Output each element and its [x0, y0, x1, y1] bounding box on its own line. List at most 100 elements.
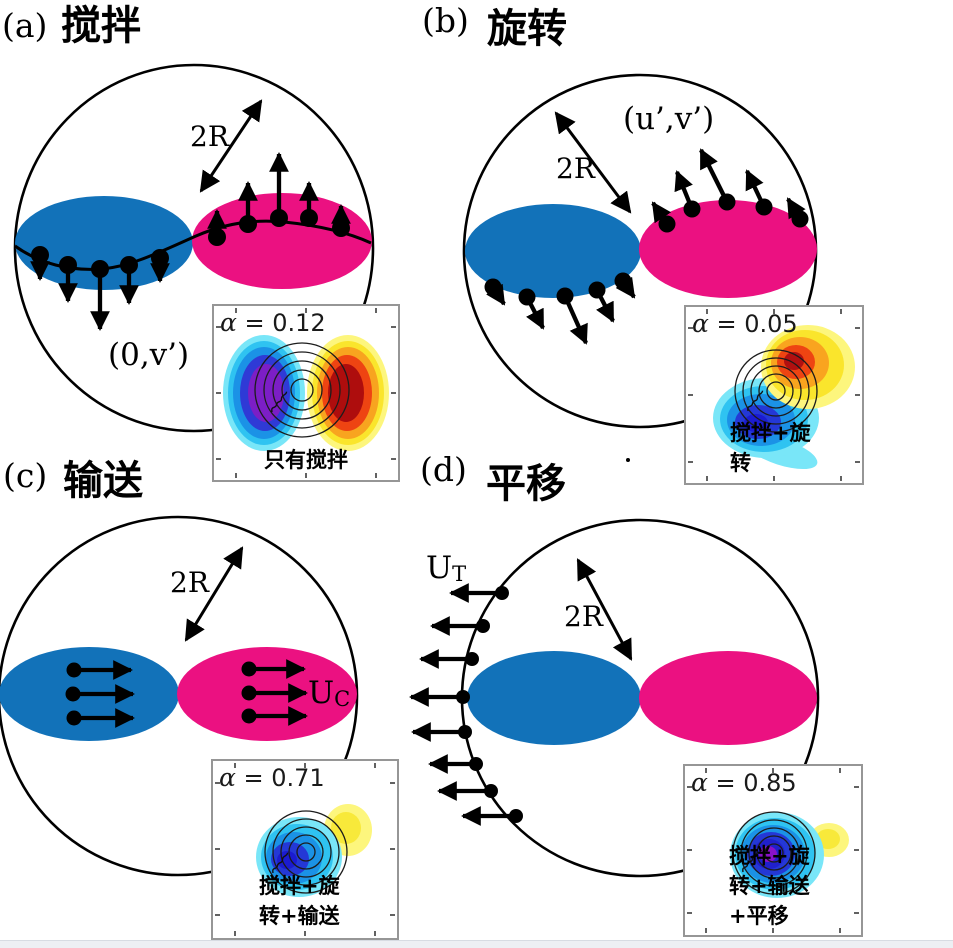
speck-dot — [626, 458, 630, 462]
velocity-arrow — [699, 148, 729, 203]
wave-dots — [31, 209, 350, 278]
contour-ring — [281, 369, 323, 411]
inset-a-svg — [216, 308, 396, 478]
velocity-dot — [65, 686, 81, 702]
contour-ring — [732, 811, 816, 895]
velocity-dot — [484, 784, 498, 798]
diameter-arrow — [199, 99, 263, 193]
axis-ticks — [216, 308, 396, 478]
velocity-dot — [208, 228, 226, 246]
eddy-boundary-circle — [13, 63, 375, 433]
velocity-dot — [59, 256, 77, 274]
velocity-dot — [614, 272, 632, 290]
velocity-dot — [241, 685, 257, 701]
alpha-value: = 0.12 — [236, 309, 326, 337]
velocity-dot — [91, 260, 109, 278]
contour-ring — [740, 819, 808, 887]
inset-b-svg — [688, 309, 860, 481]
cold-blob-layer — [277, 851, 297, 869]
cold-eddy-ellipse — [467, 651, 641, 745]
eddy-contour-rings — [732, 811, 816, 895]
contour-ring — [264, 810, 348, 894]
contour-ring — [748, 827, 800, 879]
velocity-dot — [300, 209, 318, 227]
panel-b-radius-label: 2R — [556, 152, 595, 185]
panel-c-label: (c) — [3, 456, 48, 495]
velocity-dot — [658, 215, 676, 233]
panel-a-diagram — [13, 63, 375, 433]
uc-subscript: C — [334, 687, 351, 711]
cold-blob-layer — [759, 846, 777, 862]
contour-ring — [764, 843, 784, 863]
inset-c-svg — [215, 763, 395, 936]
ut-symbol: U — [426, 550, 453, 586]
panel-d-label: (d) — [420, 450, 467, 489]
velocity-dot — [239, 215, 257, 233]
panel-c-diagram — [0, 515, 359, 877]
contour-ring — [272, 818, 340, 886]
panel-b-velocity-label: (u’,v’) — [623, 101, 715, 137]
inset-d-alpha-label: α = 0.85 — [691, 768, 797, 797]
contour-label-scribble — [271, 391, 288, 413]
alpha-symbol: α — [220, 308, 237, 337]
panel-d-title: 平移 — [486, 461, 566, 507]
contour-label-scribble — [272, 852, 289, 874]
velocity-dot — [456, 690, 470, 704]
panel-b-diagram — [462, 73, 818, 429]
figure-bottom-edge — [0, 940, 953, 948]
warm-eddy-ellipse — [639, 651, 817, 745]
velocity-dot — [66, 710, 82, 726]
velocity-dot — [66, 662, 82, 678]
inset-plot-c: α = 0.71 搅拌+旋转+输送 — [211, 759, 399, 940]
contour-ring — [296, 842, 316, 862]
inset-d-caption: 搅拌+旋转+输送+平移 — [729, 844, 810, 928]
advection-dots — [65, 661, 257, 726]
panel-a-label: (a) — [2, 6, 48, 45]
velocity-dot — [683, 200, 701, 218]
contour-ring — [742, 357, 810, 425]
velocity-dot — [469, 757, 483, 771]
contour-ring — [734, 349, 818, 433]
panel-d-diagram — [409, 458, 820, 878]
eddy-contour-rings — [264, 810, 348, 894]
advection-arrows — [73, 659, 308, 728]
ut-subscript: T — [452, 562, 467, 586]
velocity-dot — [241, 661, 257, 677]
warm-anomaly-blob — [307, 335, 389, 451]
panel-b-label: (b) — [422, 1, 469, 40]
axis-ticks — [215, 763, 395, 936]
axis-ticks — [688, 309, 860, 481]
contour-ring — [254, 342, 350, 438]
uc-symbol: U — [308, 675, 335, 711]
diameter-arrow — [184, 546, 244, 642]
panel-d-velocity-label: UT — [426, 553, 466, 585]
alpha-symbol: α — [691, 768, 708, 797]
inset-plot-b: α = 0.05 搅拌+旋转 — [684, 305, 864, 485]
alpha-symbol: α — [219, 763, 236, 792]
axis-ticks — [687, 768, 859, 933]
alpha-symbol: α — [692, 309, 709, 338]
velocity-dot — [332, 219, 350, 237]
velocity-dot — [465, 652, 479, 666]
inset-d-svg — [687, 768, 859, 933]
contour-ring — [750, 365, 802, 417]
eddy-contour-rings — [734, 349, 818, 433]
panel-d-radius-label: 2R — [564, 600, 603, 633]
panel-c-title: 输送 — [63, 458, 143, 504]
diameter-arrow — [554, 111, 632, 214]
velocity-dot — [120, 256, 138, 274]
panel-a-radius-label: 2R — [190, 120, 229, 153]
velocity-dot — [718, 193, 736, 211]
contour-label-scribble — [742, 851, 759, 873]
boundary-dots — [456, 586, 523, 823]
inset-b-alpha-label: α = 0.05 — [692, 309, 798, 338]
velocity-dot — [270, 209, 288, 227]
velocity-dot — [518, 288, 536, 306]
velocity-dot — [755, 198, 773, 216]
velocity-dot — [484, 278, 502, 296]
velocity-dot — [151, 249, 169, 267]
panel-c-radius-label: 2R — [170, 566, 209, 599]
contour-label-scribble — [747, 390, 764, 412]
contour-ring — [288, 834, 324, 870]
